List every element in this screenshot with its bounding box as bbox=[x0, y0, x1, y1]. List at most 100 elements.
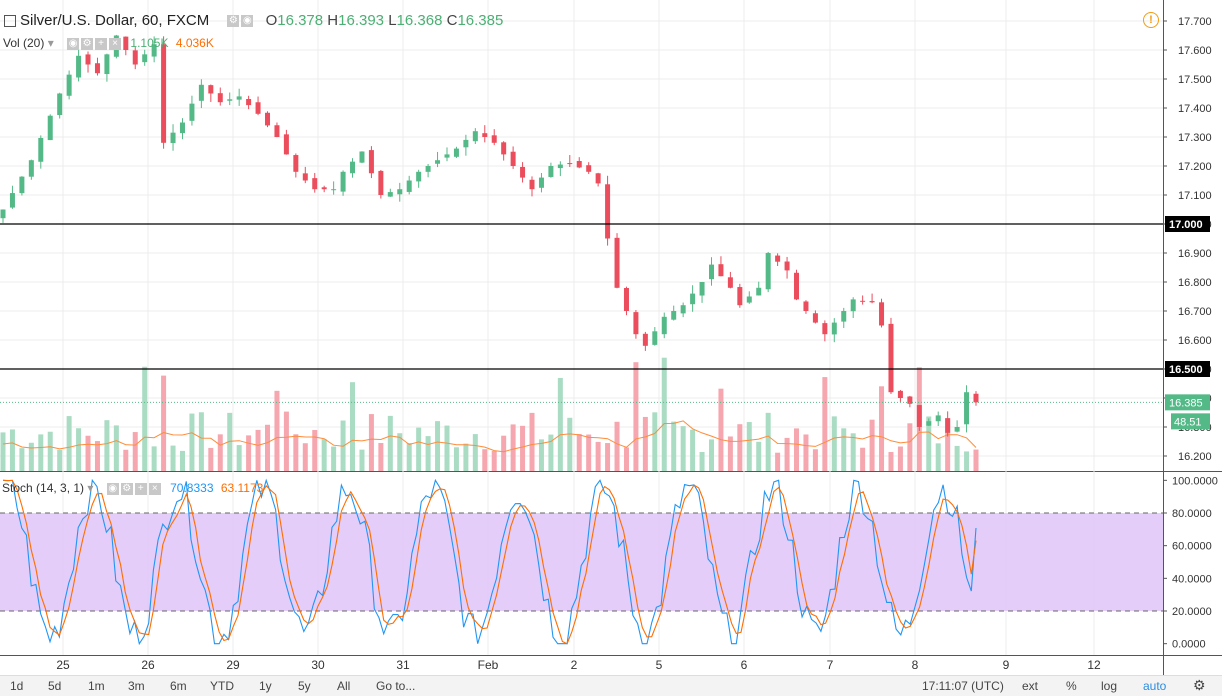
stoch-d-value: 63.1173 bbox=[220, 481, 264, 495]
volume-bar bbox=[368, 414, 374, 471]
level-tag bbox=[1165, 216, 1210, 232]
volume-bar bbox=[869, 419, 875, 471]
stoch-y-tick-label: 80.0000 bbox=[1172, 508, 1212, 520]
candle-body bbox=[954, 427, 960, 432]
candle-body bbox=[690, 293, 696, 305]
volume-bar bbox=[435, 421, 441, 471]
candle-body bbox=[765, 253, 771, 290]
candle-body bbox=[973, 393, 979, 403]
ext-button[interactable]: ext bbox=[1022, 679, 1039, 693]
goto-button[interactable]: Go to... bbox=[376, 679, 416, 693]
add-icon[interactable]: + bbox=[95, 37, 108, 50]
volume-title: Vol (20) bbox=[3, 36, 45, 50]
candle-body bbox=[28, 160, 34, 177]
stoch-y-tick-label: 20.0000 bbox=[1172, 606, 1212, 618]
volume-bar bbox=[57, 449, 63, 471]
y-tick-label: 17.500 bbox=[1178, 74, 1212, 86]
candle-body bbox=[217, 93, 223, 103]
volume-bar bbox=[576, 434, 582, 471]
candle-body bbox=[38, 137, 44, 162]
volume-bar bbox=[28, 442, 34, 471]
candle-body bbox=[368, 150, 374, 174]
candle-body bbox=[19, 176, 25, 194]
candle-body bbox=[727, 277, 733, 288]
volume-bar bbox=[727, 436, 733, 471]
close-icon[interactable]: × bbox=[109, 37, 122, 50]
x-tick-label: 29 bbox=[226, 658, 240, 672]
range-ytd[interactable]: YTD bbox=[210, 679, 234, 693]
range-all[interactable]: All bbox=[337, 679, 351, 693]
eye-icon[interactable]: ◉ bbox=[241, 15, 254, 28]
candle-body bbox=[510, 151, 516, 166]
candle-body bbox=[132, 50, 138, 65]
add-icon[interactable]: + bbox=[134, 482, 147, 495]
volume-bar bbox=[359, 449, 365, 471]
candle-body bbox=[860, 300, 866, 302]
bottom-toolbar: 1d 5d 1m 3m 6m YTD 1y 5y All Go to... 17… bbox=[0, 675, 1222, 696]
volume-bar bbox=[510, 424, 516, 471]
volume-bar bbox=[708, 439, 714, 471]
stoch-d-line bbox=[2, 479, 977, 645]
close-value: 16.385 bbox=[457, 12, 504, 29]
candle-body bbox=[945, 418, 951, 433]
x-tick-label: 26 bbox=[141, 658, 155, 672]
range-3m[interactable]: 3m bbox=[128, 679, 145, 693]
range-1m[interactable]: 1m bbox=[88, 679, 105, 693]
y-tick-label: 17.400 bbox=[1178, 103, 1212, 115]
volume-bar bbox=[812, 449, 818, 471]
candle-body bbox=[491, 135, 497, 143]
candle-body bbox=[378, 170, 384, 195]
log-button[interactable]: log bbox=[1101, 679, 1118, 693]
candle-body bbox=[425, 166, 431, 172]
volume-bar bbox=[945, 418, 951, 471]
volume-bar bbox=[803, 434, 809, 471]
range-5d[interactable]: 5d bbox=[48, 679, 62, 693]
range-1y[interactable]: 1y bbox=[259, 679, 272, 693]
range-5y[interactable]: 5y bbox=[298, 679, 311, 693]
settings-icon[interactable]: ⚙ bbox=[227, 15, 240, 28]
eye-icon[interactable]: ◉ bbox=[67, 37, 80, 50]
candle-body bbox=[784, 261, 790, 271]
candle-body bbox=[208, 85, 214, 94]
level-tag bbox=[1165, 361, 1210, 377]
volume-bar bbox=[189, 413, 195, 471]
volume-bar bbox=[312, 430, 318, 471]
candle-body bbox=[737, 287, 743, 306]
auto-button[interactable]: auto bbox=[1143, 679, 1167, 693]
range-6m[interactable]: 6m bbox=[170, 679, 187, 693]
settings-icon[interactable]: ⚙ bbox=[1193, 677, 1206, 693]
settings-icon[interactable]: ⚙ bbox=[120, 482, 133, 495]
candle-body bbox=[595, 173, 601, 184]
candle-body bbox=[482, 133, 488, 137]
volume-bar bbox=[935, 443, 941, 471]
settings-icon[interactable]: ⚙ bbox=[81, 37, 94, 50]
eye-icon[interactable]: ◉ bbox=[106, 482, 119, 495]
range-1d[interactable]: 1d bbox=[10, 679, 24, 693]
candle-body bbox=[66, 74, 72, 96]
y-tick-label: 17.100 bbox=[1178, 190, 1212, 202]
volume-bar bbox=[283, 411, 289, 471]
percent-button[interactable]: % bbox=[1066, 679, 1077, 693]
volume-bar bbox=[623, 447, 629, 471]
volume-bar bbox=[444, 425, 450, 471]
last-price-label: 16.385 bbox=[1169, 397, 1203, 409]
volume-bar bbox=[208, 447, 214, 471]
volume-bar bbox=[378, 442, 384, 471]
volume-bar bbox=[926, 416, 932, 471]
candle-body bbox=[756, 287, 762, 296]
close-icon[interactable]: × bbox=[148, 482, 161, 495]
candle-body bbox=[907, 396, 913, 404]
x-tick-label: 30 bbox=[311, 658, 325, 672]
volume-bar bbox=[538, 439, 544, 471]
candle-body bbox=[538, 177, 544, 188]
candle-body bbox=[548, 166, 554, 177]
candle-body bbox=[274, 125, 280, 137]
volume-bar bbox=[548, 434, 554, 471]
stoch-k-value: 70.8333 bbox=[170, 481, 214, 495]
x-tick-label: 5 bbox=[656, 658, 663, 672]
volume-bar bbox=[520, 425, 526, 471]
collapse-icon[interactable] bbox=[4, 15, 16, 28]
volume-bar bbox=[217, 434, 223, 471]
warning-icon[interactable]: ! bbox=[1143, 12, 1159, 28]
